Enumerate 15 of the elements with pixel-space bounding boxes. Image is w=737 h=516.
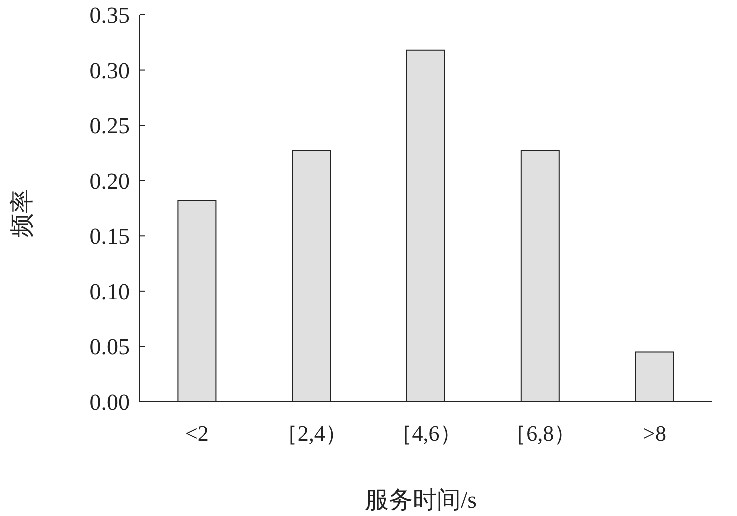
x-tick-label: ［6,8）	[504, 421, 576, 446]
y-tick-label: 0.35	[90, 3, 130, 28]
y-tick-label: 0.00	[90, 390, 130, 415]
x-tick-label: ［4,6）	[390, 421, 462, 446]
y-tick-label: 0.25	[90, 114, 130, 139]
y-tick-label: 0.10	[90, 279, 130, 304]
y-axis-title: 频率	[9, 190, 36, 238]
x-tick-label: ［2,4）	[276, 421, 348, 446]
y-tick-label: 0.05	[90, 334, 130, 360]
y-tick-label: 0.30	[90, 58, 130, 84]
x-tick-label: <2	[185, 421, 209, 446]
y-tick-label: 0.20	[90, 168, 130, 194]
y-tick-label: 0.15	[90, 224, 130, 250]
x-tick-label: >8	[643, 421, 667, 446]
x-axis-title: 服务时间/s	[364, 488, 478, 514]
